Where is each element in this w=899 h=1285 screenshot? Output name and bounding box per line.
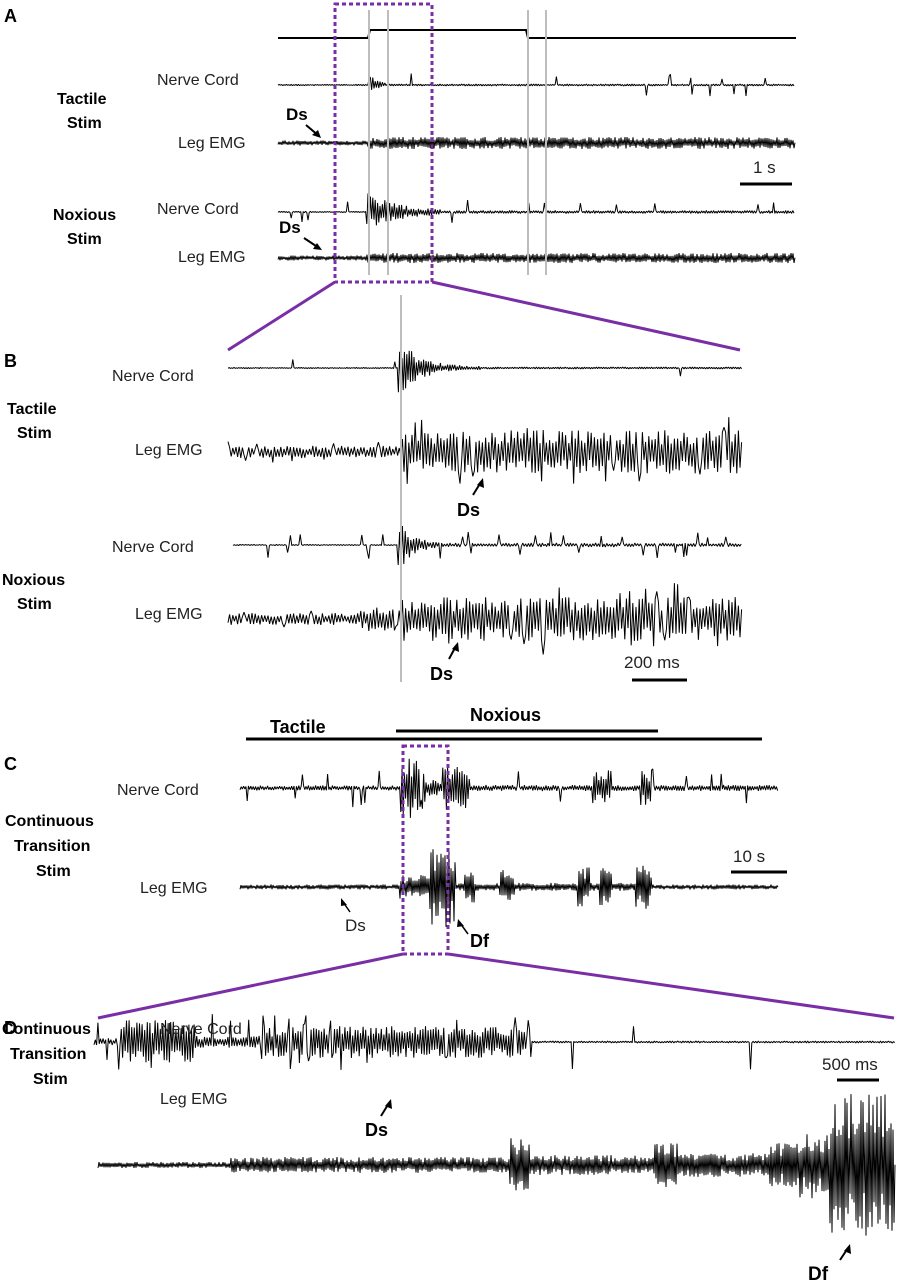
b-tactile-nerve-cord-trace [227, 350, 742, 393]
b-noxious-nerve-cord-label: Nerve Cord [112, 539, 194, 556]
panel-b-traces [227, 350, 743, 655]
a-noxious-group-line2: Stim [67, 231, 102, 248]
c-leg-emg-label: Leg EMG [140, 880, 208, 897]
b-ds-label-1: Ds [457, 500, 480, 520]
b-ds-label-2: Ds [430, 664, 453, 684]
zoom-connector-left-a [227, 280, 336, 352]
stimulus-step-trace [278, 29, 796, 39]
c-noxious-label: Noxious [470, 705, 541, 725]
panel-label-a: A [4, 6, 17, 26]
a-noxious-leg-emg-trace [277, 252, 796, 264]
d-leg-emg-trace [97, 1094, 896, 1236]
zoom-box-c [401, 744, 450, 956]
a-tactile-group-line2: Stim [67, 115, 102, 132]
b-noxious-nerve-cord-trace [232, 525, 742, 566]
a-ds-label-2: Ds [279, 218, 301, 237]
zoom-connector-right-c [447, 952, 895, 1020]
panel-d-traces [93, 1014, 896, 1236]
a-noxious-leg-emg-label: Leg EMG [178, 249, 246, 266]
a-tactile-leg-emg-trace [277, 136, 796, 150]
c-nerve-cord-trace [239, 758, 779, 818]
d-ds-arrowhead [385, 1099, 392, 1109]
a-tactile-group-line1: Tactile [57, 91, 107, 108]
panel-a-traces [277, 73, 796, 264]
a-noxious-nerve-cord-trace [277, 193, 795, 226]
a-tactile-nerve-cord-label: Nerve Cord [157, 72, 239, 89]
a-noxious-nerve-cord-label: Nerve Cord [157, 201, 239, 218]
b-noxious-leg-emg-label: Leg EMG [135, 606, 203, 623]
zoom-box-a [333, 2, 434, 284]
a-ds-arrowhead-1 [312, 130, 321, 138]
a-tactile-leg-emg-label: Leg EMG [178, 135, 246, 152]
d-group-line2: Transition [10, 1046, 86, 1063]
c-df-arrowhead [457, 919, 464, 927]
a-noxious-group-line1: Noxious [53, 207, 116, 224]
zoom-connector-left-c [97, 952, 404, 1020]
scale-bar-c-label: 10 s [733, 847, 765, 866]
scale-bar-a-label: 1 s [753, 158, 776, 177]
b-noxious-group-line2: Stim [17, 596, 52, 613]
panel-label-c: C [4, 754, 17, 774]
b-tactile-nerve-cord-label: Nerve Cord [112, 368, 194, 385]
d-group-line1: Continuous [2, 1021, 91, 1038]
d-ds-label: Ds [365, 1120, 388, 1140]
zoom-connector-right-a [431, 280, 741, 352]
b-tactile-group-line2: Stim [17, 425, 52, 442]
c-df-label: Df [470, 931, 490, 951]
b-noxious-leg-emg-trace [227, 583, 743, 655]
panel-c-traces [239, 758, 779, 927]
c-group-line3: Stim [36, 863, 71, 880]
d-df-arrowhead [844, 1244, 851, 1254]
c-tactile-label: Tactile [270, 717, 326, 737]
b-noxious-group-line1: Noxious [2, 572, 65, 589]
d-df-label: Df [808, 1264, 829, 1285]
b-tactile-group-line1: Tactile [7, 401, 57, 418]
c-nerve-cord-label: Nerve Cord [117, 782, 199, 799]
c-ds-arrowhead [341, 898, 347, 906]
a-ds-arrowhead-2 [313, 243, 322, 250]
c-group-line2: Transition [14, 838, 90, 855]
d-nerve-cord-trace [93, 1014, 896, 1070]
d-group-line3: Stim [33, 1071, 68, 1088]
a-ds-label-1: Ds [286, 105, 308, 124]
d-leg-emg-label: Leg EMG [160, 1091, 228, 1108]
c-ds-label: Ds [345, 916, 366, 935]
c-leg-emg-trace [239, 849, 779, 927]
c-group-line1: Continuous [5, 813, 94, 830]
b-ds-arrowhead-2 [452, 642, 459, 652]
b-tactile-leg-emg-trace [227, 417, 743, 484]
b-ds-arrowhead-1 [477, 478, 484, 488]
panel-a-marker-lines [368, 10, 547, 275]
scale-bar-d-label: 500 ms [822, 1055, 878, 1074]
b-tactile-leg-emg-label: Leg EMG [135, 442, 203, 459]
d-nerve-cord-label: Nerve Cord [160, 1021, 242, 1038]
panel-label-b: B [4, 351, 17, 371]
scale-bar-b-label: 200 ms [624, 653, 680, 672]
panel-label-d: D [4, 1018, 17, 1038]
a-tactile-nerve-cord-trace [277, 73, 795, 97]
